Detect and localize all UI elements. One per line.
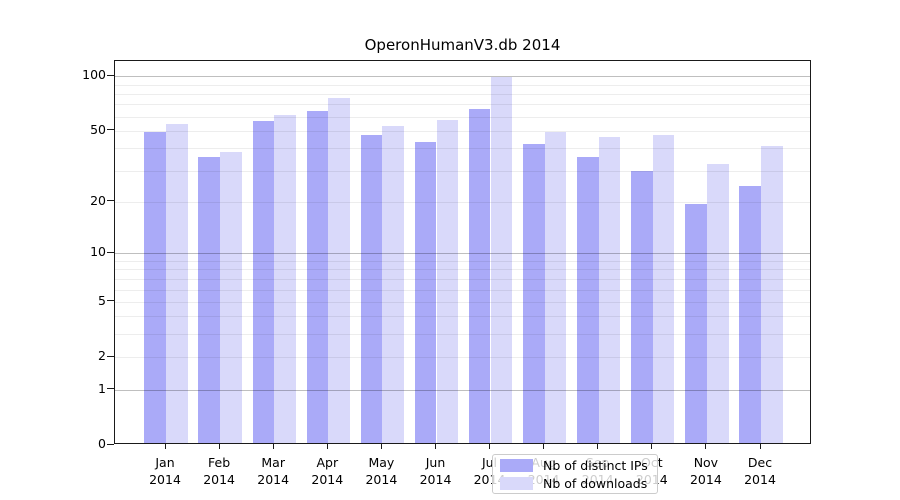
gridline-minor xyxy=(115,278,810,280)
gridline-minor xyxy=(115,334,810,336)
gridline-minor xyxy=(115,357,810,359)
bar-distinct-ips-jun xyxy=(414,142,437,443)
x-tick-label: May 2014 xyxy=(365,455,398,487)
y-tick-label: 5 xyxy=(98,292,106,308)
bar-downloads-aug xyxy=(544,132,567,443)
bar-downloads-oct xyxy=(652,135,675,443)
bar-distinct-ips-jul xyxy=(468,109,491,443)
x-tick-mark xyxy=(705,444,707,449)
x-tick-mark xyxy=(543,444,545,449)
gridline-minor xyxy=(115,170,810,172)
bar-downloads-feb xyxy=(220,152,242,443)
gridline-minor xyxy=(115,316,810,318)
x-tick-mark xyxy=(272,444,274,449)
x-tick-label: Dec 2014 xyxy=(744,455,776,487)
y-tick-mark xyxy=(107,74,114,76)
legend-item-downloads: Nb of downloads xyxy=(500,476,648,491)
y-tick-label: 100 xyxy=(82,67,106,83)
y-tick-label: 0 xyxy=(98,436,106,451)
y-tick-mark xyxy=(107,355,114,357)
x-tick-mark xyxy=(597,444,599,449)
x-tick-label: Feb 2014 xyxy=(203,455,235,487)
x-tick-label: Jan 2014 xyxy=(149,455,181,487)
bar-downloads-dec xyxy=(761,146,783,443)
x-tick-mark xyxy=(651,444,653,449)
y-tick-mark xyxy=(107,251,114,253)
bar-downloads-apr xyxy=(328,98,350,443)
legend-swatch-downloads xyxy=(500,476,533,490)
gridline-minor xyxy=(115,84,810,86)
y-tick-mark xyxy=(107,300,114,302)
gridline-minor xyxy=(115,148,810,150)
gridline-minor xyxy=(115,104,810,106)
x-tick-mark xyxy=(164,444,166,449)
y-tick-label: 2 xyxy=(98,348,106,364)
bar-distinct-ips-aug xyxy=(522,144,545,443)
gridline-minor xyxy=(115,261,810,262)
y-tick-mark xyxy=(107,443,114,445)
bar-distinct-ips-may xyxy=(360,135,383,443)
bar-distinct-ips-mar xyxy=(252,121,275,443)
plot-area: Nb of distinct IPs Nb of downloads xyxy=(114,60,811,494)
x-tick-mark xyxy=(326,444,328,449)
x-tick-label: Apr 2014 xyxy=(311,455,344,487)
legend-swatch-distinct-ips xyxy=(500,458,533,472)
gridline-major xyxy=(115,76,810,78)
bar-downloads-jul xyxy=(490,76,513,443)
bar-distinct-ips-apr xyxy=(306,110,329,443)
y-tick-mark xyxy=(107,200,114,202)
legend-label-distinct-ips: Nb of distinct IPs xyxy=(543,457,648,473)
x-tick-label: Mar 2014 xyxy=(257,455,290,487)
gridline-major xyxy=(115,253,810,255)
legend: Nb of distinct IPs Nb of downloads xyxy=(492,454,658,494)
legend-item-distinct-ips: Nb of distinct IPs xyxy=(500,458,648,473)
y-tick-label: 50 xyxy=(90,121,106,137)
bar-downloads-sep xyxy=(598,137,621,443)
bar-downloads-jun xyxy=(436,119,459,443)
y-tick-label: 10 xyxy=(90,244,106,260)
bar-distinct-ips-sep xyxy=(577,156,599,443)
gridline-minor xyxy=(115,289,810,291)
y-tick-mark xyxy=(107,129,114,131)
x-tick-mark xyxy=(218,444,220,449)
gridline-minor xyxy=(115,201,810,203)
x-tick-mark xyxy=(759,444,761,449)
bar-downloads-jan xyxy=(166,124,188,443)
y-tick-mark xyxy=(107,388,114,390)
x-tick-mark xyxy=(489,444,490,449)
bar-distinct-ips-dec xyxy=(739,185,761,443)
gridline-major xyxy=(115,389,810,391)
y-tick-label: 1 xyxy=(98,380,106,396)
x-tick-mark xyxy=(380,444,382,449)
bar-distinct-ips-oct xyxy=(631,171,653,443)
legend-label-downloads: Nb of downloads xyxy=(543,475,648,491)
bar-distinct-ips-feb xyxy=(198,156,221,443)
bar-downloads-nov xyxy=(706,163,729,443)
bar-downloads-may xyxy=(382,125,405,443)
bar-distinct-ips-nov xyxy=(685,203,707,443)
gridline-minor xyxy=(115,130,810,132)
y-tick-label: 20 xyxy=(90,192,106,208)
gridline-minor xyxy=(115,269,810,271)
x-tick-label: Jun 2014 xyxy=(419,455,452,487)
x-tick-label: Nov 2014 xyxy=(689,455,722,487)
chart-title: OperonHumanV3.db 2014 xyxy=(364,36,561,54)
x-tick-mark xyxy=(435,444,436,449)
gridline-minor xyxy=(115,93,810,95)
bar-downloads-mar xyxy=(274,114,296,443)
gridline-minor xyxy=(115,301,810,303)
gridline-minor xyxy=(115,116,810,118)
bar-distinct-ips-jan xyxy=(144,132,166,443)
